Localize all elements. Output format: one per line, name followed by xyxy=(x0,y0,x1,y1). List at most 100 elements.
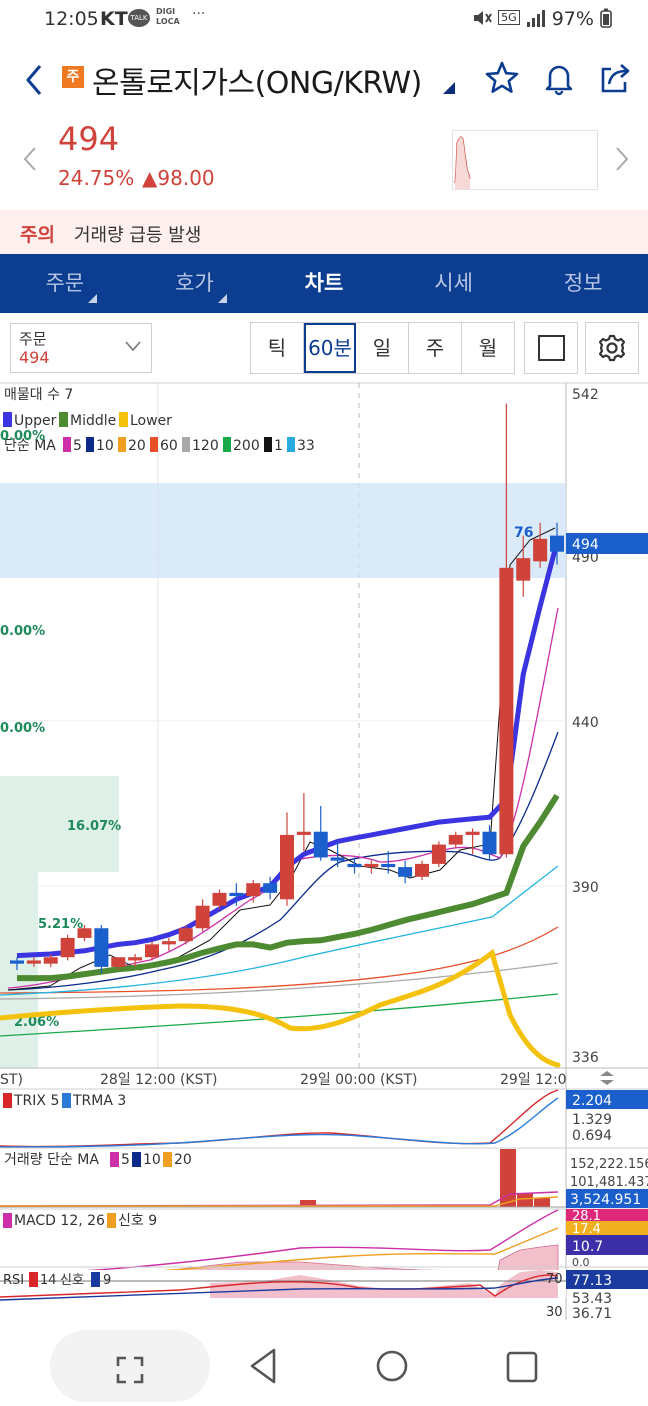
profile-pct-6: 2.06% xyxy=(14,1015,59,1030)
status-bar: 12:05 KT TALK DIGI LOCA ··· 5G 97% xyxy=(0,0,648,42)
legend-lower: Lower xyxy=(130,413,172,429)
candle-body xyxy=(94,928,109,967)
star-icon[interactable] xyxy=(484,60,520,96)
candle-body xyxy=(347,863,362,868)
tab-quote-label: 호가 xyxy=(175,271,214,295)
candle-body xyxy=(448,834,463,845)
rsi-value-marker xyxy=(566,1270,648,1289)
period-selector: 틱 60분 일 주 월 xyxy=(250,322,515,374)
nav-back-icon[interactable] xyxy=(246,1346,280,1386)
period-day[interactable]: 일 xyxy=(356,323,409,373)
legend-rsi-period: 14 xyxy=(40,1273,57,1288)
candle-body xyxy=(263,883,278,893)
legend-rsi-signal-swatch xyxy=(91,1272,100,1287)
macd-line xyxy=(0,1209,559,1276)
app-header: 주 온톨로지가스(ONG/KRW) xyxy=(0,52,648,108)
candle-body xyxy=(364,863,379,868)
nav-square-icon[interactable] xyxy=(505,1350,539,1384)
profile-pct-5: 5.21% xyxy=(38,917,83,932)
price-chart[interactable]: 매물대 수 7 Upper Middle Lower 단순 MA 5 10 20 60… xyxy=(0,382,648,1322)
period-week[interactable]: 주 xyxy=(409,323,462,373)
legend-rsi-signal: 신호 xyxy=(60,1273,84,1288)
panel-resize-handle-icon[interactable] xyxy=(600,1071,614,1085)
legend-lower-swatch xyxy=(119,412,128,427)
candle-body xyxy=(280,834,294,900)
mini-price-chart xyxy=(452,130,598,190)
bell-icon[interactable] xyxy=(541,60,577,96)
legend-middle: Middle xyxy=(70,413,116,429)
ma200-line xyxy=(0,993,559,1037)
order-dropdown[interactable]: 주문 494 xyxy=(10,323,152,373)
next-stock-arrow-icon[interactable] xyxy=(614,146,630,172)
ma20-line xyxy=(0,865,559,996)
trix-value-marker xyxy=(566,1090,648,1109)
legend-ma-swatch-120 xyxy=(182,437,190,452)
last-price-label: 494 xyxy=(572,537,599,553)
recent-apps-icon xyxy=(116,1356,144,1384)
legend-ma-120: 120 xyxy=(192,438,219,454)
volume-warning-banner: 주의 거래량 급등 발생 xyxy=(0,210,648,254)
back-arrow-icon[interactable] xyxy=(20,60,50,100)
nav-recent-apps-button[interactable] xyxy=(50,1330,210,1402)
square-icon xyxy=(538,335,565,361)
candle-body xyxy=(482,831,497,855)
tab-market[interactable]: 시세 xyxy=(389,254,519,313)
period-tick[interactable]: 틱 xyxy=(251,323,304,373)
profile-pct-3: 0.00% xyxy=(0,721,45,736)
order-dropdown-label: 주문 xyxy=(19,330,47,348)
chart-settings-button[interactable] xyxy=(585,322,639,374)
tab-chart[interactable]: 차트 xyxy=(259,254,389,313)
legend-vma20-swatch xyxy=(163,1152,172,1167)
period-month[interactable]: 월 xyxy=(478,336,498,360)
legend-rsi-signal-period: 9 xyxy=(103,1273,111,1288)
ma60-line xyxy=(0,926,559,994)
tab-quote[interactable]: 호가 xyxy=(130,254,260,313)
period-60min[interactable]: 60분 xyxy=(304,323,356,373)
share-icon[interactable] xyxy=(597,60,633,96)
stock-select-caret-icon[interactable] xyxy=(443,82,455,94)
candle-body xyxy=(229,892,244,897)
candle-body xyxy=(431,844,446,864)
rsi-value-1: 77.13 xyxy=(572,1273,612,1289)
candle-body xyxy=(10,960,24,964)
trix-panel: TRIX 5 TRMA 3 2.204 1.329 0.694 xyxy=(0,1089,648,1148)
legend-upper: Upper xyxy=(14,413,57,429)
tab-order-label: 주문 xyxy=(45,271,85,295)
legend-upper-swatch xyxy=(3,412,12,427)
prev-stock-arrow-icon[interactable] xyxy=(22,146,38,172)
network-badge: 5G xyxy=(498,10,520,25)
price-annotation: 76 xyxy=(514,525,533,541)
digi-line2: LOCA xyxy=(156,17,180,26)
volume-profile-bar-1 xyxy=(0,776,119,872)
trix-value-2: 1.329 xyxy=(572,1112,612,1128)
signal-value-marker xyxy=(566,1221,648,1235)
order-dropdown-value: 494 xyxy=(19,348,50,367)
status-time: 12:05 xyxy=(44,8,99,30)
legend-ma-swatch-1 xyxy=(264,437,272,452)
macd-value-marker xyxy=(566,1209,648,1221)
candle-body xyxy=(161,941,176,945)
legend-ma-20: 20 xyxy=(128,438,146,454)
legend-volume-ma: 거래량 단순 MA xyxy=(4,1152,99,1168)
volume-value-2: 101,481.437 xyxy=(570,1175,648,1190)
candle-body xyxy=(195,905,210,929)
legend-vma10-swatch xyxy=(132,1152,141,1167)
ma120-line xyxy=(0,962,559,1000)
layout-toggle-button[interactable] xyxy=(524,322,578,374)
legend-trma-swatch xyxy=(62,1093,71,1108)
volume-profile-bar-2 xyxy=(0,872,38,1068)
tab-info[interactable]: 정보 xyxy=(518,254,648,313)
macd-value-1: 28.1 xyxy=(572,1209,601,1224)
candle-body xyxy=(26,960,41,964)
trma-line xyxy=(0,1097,559,1148)
rsi-level-30: 30 xyxy=(546,1305,563,1320)
status-right: 5G 97% xyxy=(472,8,612,30)
warning-text: 거래량 급등 발생 xyxy=(74,225,202,246)
tab-order[interactable]: 주문 xyxy=(0,254,130,313)
legend-rsi: RSI xyxy=(3,1273,24,1288)
price-summary: 494 24.75% ▲98.00 xyxy=(0,112,648,208)
nav-home-icon[interactable] xyxy=(374,1348,410,1384)
stock-name[interactable]: 온톨로지가스(ONG/KRW) xyxy=(92,66,422,101)
bollinger-lower-line xyxy=(0,948,561,1068)
candle-body xyxy=(60,937,75,958)
